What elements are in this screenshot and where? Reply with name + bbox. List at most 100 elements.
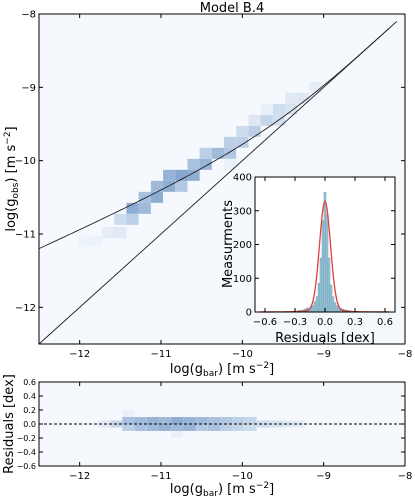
density-bin: [248, 114, 261, 126]
histogram-bar: [311, 305, 315, 313]
rar-fit-curve: [38, 20, 398, 250]
residuals-y-ticks: −0.6 −0.4 −0.2 0.0 0.2 0.4 0.6: [17, 378, 405, 471]
one-to-one-line: [38, 28, 390, 345]
residual-density-bin: [256, 420, 269, 428]
histogram-bar: [323, 191, 327, 313]
residuals-panel: −12 −11 −10 −9 −8 −0.6 −0.4 −0.2 0.0 0.2 0.4 0.6 l…: [2, 374, 412, 498]
main-y-axis-label: log(gobs) [m s−2]: [3, 126, 21, 231]
main-y-ticks: −12 −11 −10 −9 −8: [15, 10, 405, 314]
density-bin: [211, 147, 225, 159]
density-bin: [138, 191, 151, 203]
residual-x-tick-label: −9: [316, 471, 331, 482]
density-bin: [285, 103, 298, 115]
inset-x-tick-label: 0.3: [347, 317, 363, 328]
density-bin: [224, 147, 237, 159]
histogram-bar: [325, 213, 329, 313]
density-bin: [236, 136, 249, 148]
residual-density-bin: [171, 417, 184, 424]
histogram-bar: [335, 305, 339, 313]
residual-density-bin: [280, 420, 294, 428]
x-tick-label: −12: [69, 349, 90, 360]
histogram-bar: [321, 220, 325, 313]
histogram-bar: [315, 296, 319, 313]
density-bin: [175, 169, 188, 181]
residual-x-tick-label: −12: [69, 471, 90, 482]
density-bin: [150, 191, 164, 203]
residual-density-bin: [146, 417, 159, 424]
residual-density-bin: [171, 424, 184, 431]
residuals-x-ticks: −12 −11 −10 −9 −8: [69, 382, 412, 482]
residual-density-bin: [232, 424, 245, 431]
residual-density-bin: [244, 417, 257, 424]
residual-density-bin: [219, 424, 233, 431]
residual-x-tick-label: −8: [398, 471, 413, 482]
histogram-bar: [319, 257, 323, 313]
residual-density-bin: [122, 424, 135, 431]
density-bin: [187, 169, 200, 181]
residual-density-bin: [158, 424, 172, 431]
y-tick-label: −12: [15, 303, 36, 314]
inset-x-tick-label: 0.6: [377, 317, 393, 328]
residual-density-bin: [134, 424, 147, 431]
inset-x-tick-label: −0.6: [253, 317, 277, 328]
x-tick-label: −8: [398, 349, 413, 360]
x-tick-label: −10: [232, 349, 253, 360]
residual-density-bin: [146, 424, 159, 431]
residual-x-tick-label: −11: [150, 471, 171, 482]
density-bin: [89, 235, 103, 247]
y-tick-label: −10: [15, 156, 36, 167]
x-tick-label: −11: [150, 349, 171, 360]
density-bin: [114, 227, 127, 239]
histogram-bar: [333, 302, 337, 313]
residual-density-bin: [171, 431, 184, 438]
residual-density-bin: [244, 424, 257, 431]
residual-y-tick-label: 0.2: [23, 406, 36, 415]
residual-density-bin: [207, 417, 220, 424]
residual-density-bin: [219, 417, 233, 424]
density-bin: [272, 103, 286, 115]
inset-histogram: −0.6 −0.3 0.0 0.3 0.6 0 100 200 300 400 Residual…: [221, 173, 396, 346]
residual-density-bin: [122, 410, 135, 417]
residual-y-tick-label: 0.0: [23, 420, 36, 429]
main-x-axis-label: log(gbar) [m s−2]: [170, 361, 274, 379]
density-bin: [248, 125, 261, 137]
residual-density-bin: [122, 417, 135, 424]
density-bin: [309, 81, 322, 93]
density-bin: [285, 92, 298, 104]
inset-x-tick-label: 0.0: [317, 317, 333, 328]
y-tick-label: −11: [15, 230, 36, 241]
inset-y-tick-label: 400: [233, 173, 252, 184]
residual-density-bin: [207, 424, 220, 431]
histogram-bar: [317, 283, 321, 313]
density-bin: [126, 213, 139, 225]
density-bin: [114, 213, 127, 225]
residual-density-bin: [158, 417, 172, 424]
y-tick-label: −9: [21, 83, 36, 94]
inset-y-tick-label: 100: [233, 274, 252, 285]
density-bin: [77, 235, 90, 247]
residual-y-tick-label: −0.6: [17, 462, 36, 471]
inset-x-axis-label: Residuals [dex]: [275, 331, 375, 346]
density-bin: [150, 180, 164, 192]
residuals-y-axis-label: Residuals [dex]: [2, 374, 17, 474]
density-bin: [224, 158, 237, 170]
density-bin: [199, 158, 212, 170]
residual-y-tick-label: 0.6: [23, 378, 36, 387]
density-bin: [260, 114, 273, 126]
residual-density-bin: [183, 424, 196, 431]
density-bin: [236, 125, 249, 137]
density-bin: [297, 92, 310, 104]
residual-density-bin: [232, 417, 245, 424]
density-bin: [260, 103, 273, 115]
density-bin: [102, 227, 115, 239]
density-bin: [224, 136, 237, 148]
inset-y-tick-label: 200: [233, 240, 252, 251]
density-bin: [126, 202, 139, 214]
inset-x-tick-label: −0.3: [283, 317, 307, 328]
residual-x-tick-label: −10: [232, 471, 253, 482]
density-bin: [187, 158, 200, 170]
main-density-bins: [77, 81, 322, 247]
residual-density-bin: [195, 417, 208, 424]
density-bin: [199, 147, 212, 159]
